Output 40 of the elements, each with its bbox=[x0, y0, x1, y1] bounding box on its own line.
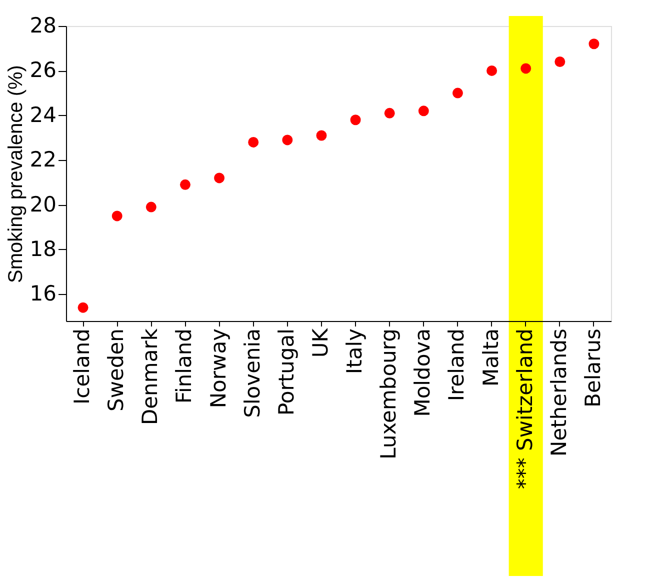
x-tick-label: Luxembourg bbox=[376, 328, 401, 460]
x-tick-label: Portugal bbox=[274, 328, 298, 416]
x-tick-label: Netherlands bbox=[546, 328, 571, 457]
y-tick-label: 16 bbox=[30, 282, 56, 306]
y-tick-label: 22 bbox=[30, 148, 56, 172]
x-tick-label: Ireland bbox=[444, 328, 469, 402]
x-tick-label: Finland bbox=[172, 328, 196, 404]
x-tick-label: Malta bbox=[478, 328, 503, 386]
point bbox=[588, 38, 600, 50]
x-tick-label: *** Switzerland bbox=[512, 328, 537, 490]
y-tick-label: 20 bbox=[30, 192, 56, 216]
y-axis-title: Smoking prevalence (%) bbox=[4, 65, 27, 283]
y-tick-label: 28 bbox=[30, 14, 56, 38]
point bbox=[146, 202, 156, 212]
x-tick-label: Iceland bbox=[70, 328, 94, 405]
x-tick-label: Denmark bbox=[138, 328, 162, 426]
point bbox=[316, 130, 327, 141]
x-tick-label: Italy bbox=[342, 328, 367, 374]
x-tick-label: Slovenia bbox=[240, 328, 264, 418]
point bbox=[452, 88, 463, 98]
point bbox=[486, 65, 498, 76]
x-tick-label: Belarus bbox=[580, 328, 605, 408]
point bbox=[350, 114, 361, 126]
y-tick-label: 18 bbox=[30, 236, 56, 261]
point bbox=[554, 56, 566, 67]
x-tick-label: Sweden bbox=[104, 328, 128, 412]
point bbox=[112, 210, 122, 222]
point bbox=[520, 63, 532, 74]
point bbox=[214, 172, 225, 184]
y-tick-label: 26 bbox=[30, 58, 56, 82]
point bbox=[384, 108, 395, 118]
point bbox=[248, 136, 259, 148]
point bbox=[282, 134, 293, 146]
x-tick-label: Norway bbox=[206, 328, 230, 408]
x-tick-label: Moldova bbox=[410, 328, 435, 417]
x-tick-label: UK bbox=[308, 327, 332, 358]
point bbox=[180, 179, 190, 190]
y-tick-label: 24 bbox=[30, 102, 56, 127]
point bbox=[78, 302, 88, 313]
point bbox=[418, 106, 429, 116]
